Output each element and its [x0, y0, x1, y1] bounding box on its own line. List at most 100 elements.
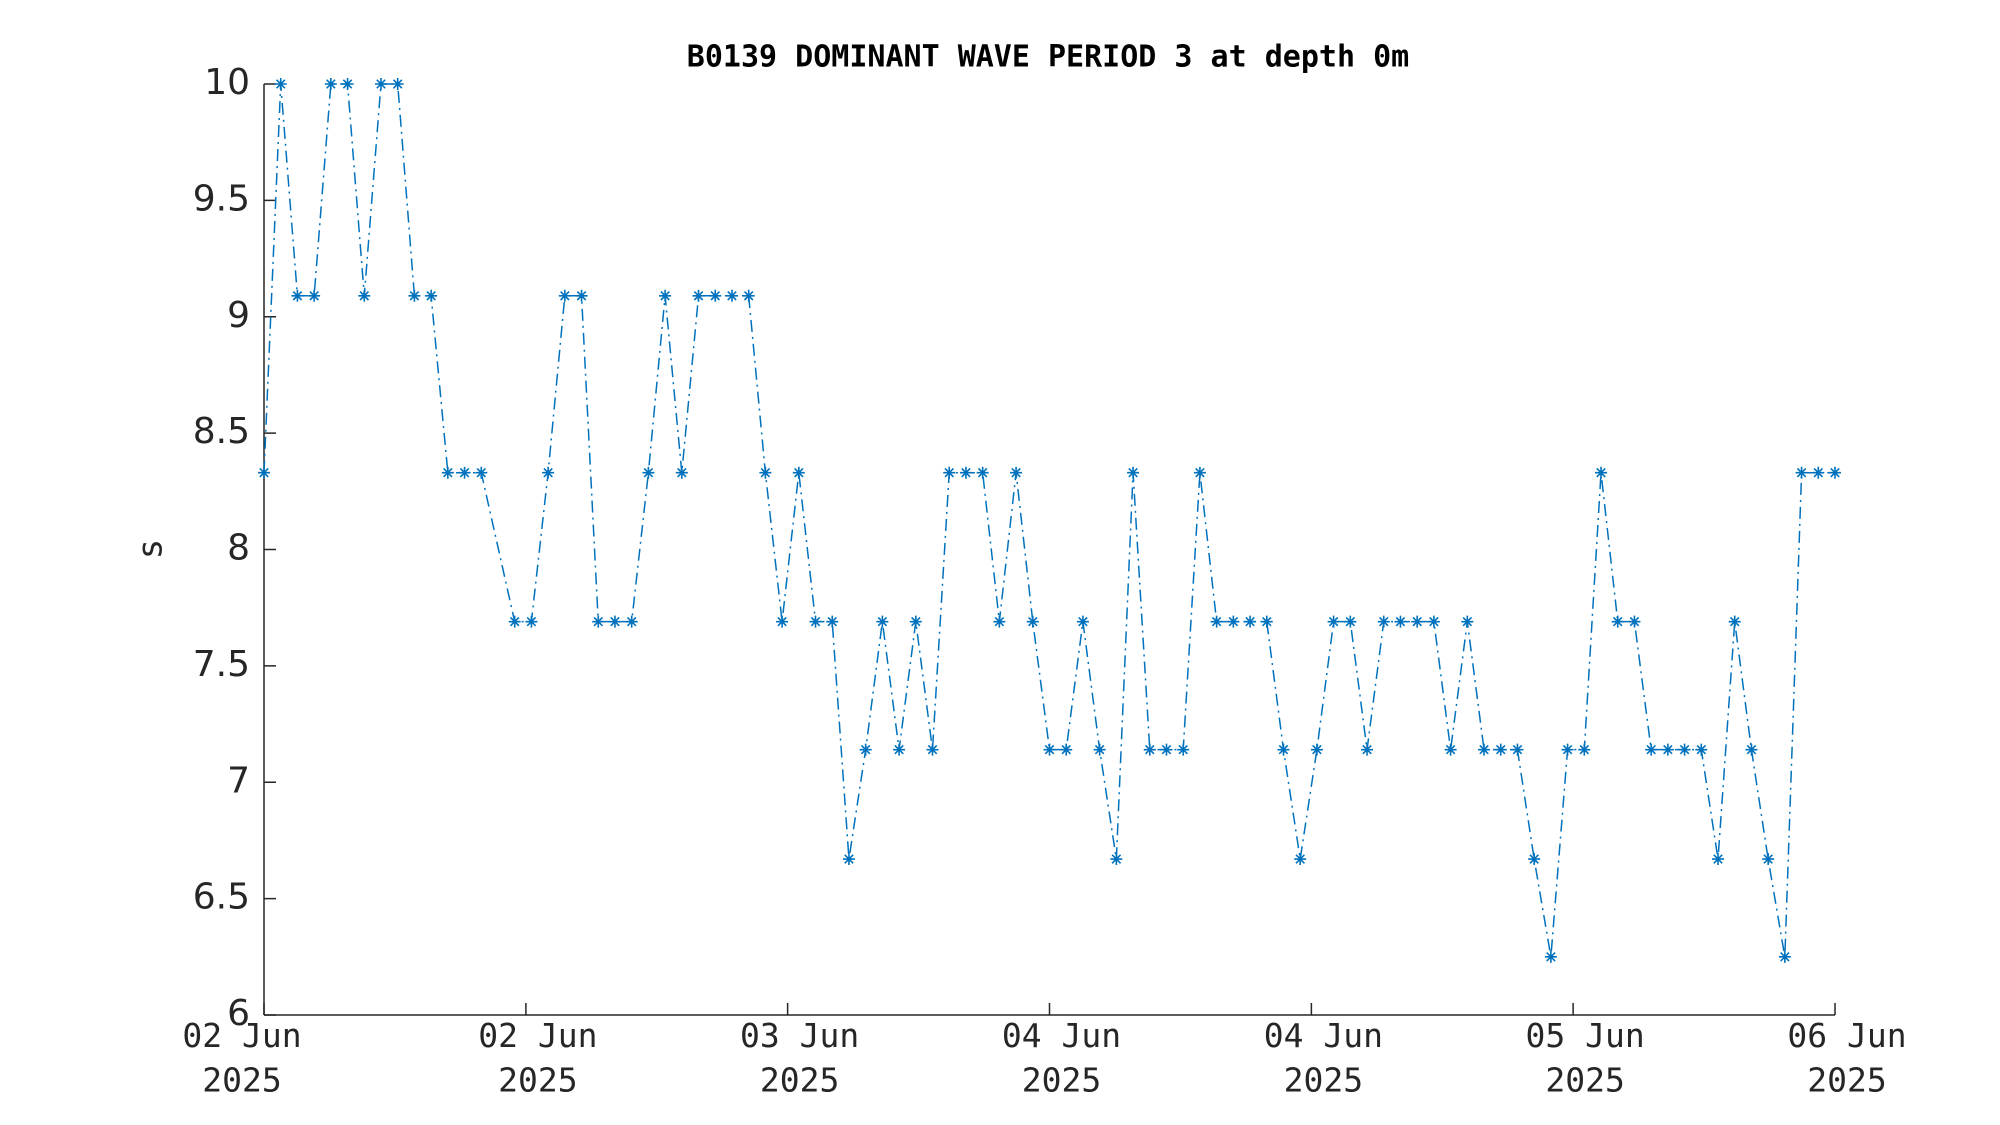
data-point	[308, 289, 321, 302]
data-point	[792, 466, 805, 479]
data-point	[408, 289, 421, 302]
data-point	[1210, 615, 1223, 628]
data-point	[692, 289, 705, 302]
data-point	[876, 615, 889, 628]
y-tick-label: 7	[227, 760, 250, 801]
data-point	[1678, 743, 1691, 756]
data-point	[324, 78, 337, 90]
data-point	[709, 289, 722, 302]
data-point	[1193, 466, 1206, 479]
data-point	[575, 289, 588, 302]
data-point	[1478, 743, 1491, 756]
x-tick-label: 04 Jun 2025	[1002, 1016, 1121, 1100]
data-point	[959, 466, 972, 479]
data-point	[258, 466, 270, 479]
data-point	[1661, 743, 1674, 756]
data-point	[1411, 615, 1424, 628]
data-point	[1544, 950, 1557, 963]
data-point	[1076, 615, 1089, 628]
data-point	[1143, 743, 1156, 756]
data-point	[508, 615, 521, 628]
data-point	[893, 743, 906, 756]
data-point	[608, 615, 621, 628]
x-tick-label: 05 Jun 2025	[1526, 1016, 1645, 1100]
data-point	[1829, 466, 1841, 479]
data-point	[1310, 743, 1323, 756]
data-point	[358, 289, 371, 302]
data-point	[1060, 743, 1073, 756]
data-point	[742, 289, 755, 302]
y-tick-label: 6.5	[193, 877, 250, 918]
data-point	[625, 615, 638, 628]
data-point	[1762, 853, 1775, 866]
data-point	[1511, 743, 1524, 756]
data-point	[976, 466, 989, 479]
data-point	[926, 743, 939, 756]
data-point	[1043, 743, 1056, 756]
data-point	[1244, 615, 1257, 628]
data-point	[642, 466, 655, 479]
data-point	[441, 466, 454, 479]
y-tick-label: 7.5	[193, 644, 250, 685]
data-point	[1628, 615, 1641, 628]
data-point	[776, 615, 789, 628]
data-point	[1795, 466, 1808, 479]
data-point	[1645, 743, 1658, 756]
data-point	[291, 289, 304, 302]
data-point	[1277, 743, 1290, 756]
x-tick-label: 03 Jun 2025	[740, 1016, 859, 1100]
data-point	[1026, 615, 1039, 628]
data-point	[1227, 615, 1240, 628]
data-point	[1578, 743, 1591, 756]
data-point	[1561, 743, 1574, 756]
data-point	[391, 78, 404, 90]
data-point	[525, 615, 538, 628]
data-point	[1528, 853, 1541, 866]
data-point	[542, 466, 555, 479]
x-tick-label: 02 Jun 2025	[182, 1016, 301, 1100]
data-point	[1260, 615, 1273, 628]
y-tick-label: 6	[227, 993, 250, 1034]
data-point	[1427, 615, 1440, 628]
x-tick-label: 04 Jun 2025	[1264, 1016, 1383, 1100]
chart-title: B0139 DOMINANT WAVE PERIOD 3 at depth 0m	[687, 40, 1409, 75]
data-point	[1110, 853, 1123, 866]
data-point	[1327, 615, 1340, 628]
data-point	[1812, 466, 1825, 479]
data-point	[826, 615, 839, 628]
y-tick-label: 10	[204, 62, 250, 103]
data-point	[1361, 743, 1374, 756]
data-point	[1344, 615, 1357, 628]
data-point	[659, 289, 672, 302]
x-tick-label: 02 Jun 2025	[478, 1016, 597, 1100]
data-point	[1461, 615, 1474, 628]
data-point	[1394, 615, 1407, 628]
data-point	[675, 466, 688, 479]
data-point	[475, 466, 488, 479]
data-point	[374, 78, 387, 90]
y-tick-label: 9.5	[193, 178, 250, 219]
data-point	[809, 615, 822, 628]
data-point	[1778, 950, 1791, 963]
data-point	[592, 615, 605, 628]
data-point	[1728, 615, 1741, 628]
data-point	[1494, 743, 1507, 756]
data-point	[1093, 743, 1106, 756]
data-point	[1377, 615, 1390, 628]
data-point	[759, 466, 772, 479]
data-point	[859, 743, 872, 756]
data-point	[1712, 853, 1725, 866]
data-point	[993, 615, 1006, 628]
data-point	[1127, 466, 1140, 479]
data-point	[274, 78, 287, 90]
data-point	[1444, 743, 1457, 756]
y-tick-label: 8.5	[193, 411, 250, 452]
data-point	[1745, 743, 1758, 756]
y-tick-label: 8	[227, 528, 250, 569]
data-point	[1177, 743, 1190, 756]
data-point	[1294, 853, 1307, 866]
data-point	[1010, 466, 1023, 479]
data-point	[909, 615, 922, 628]
data-point	[943, 466, 956, 479]
